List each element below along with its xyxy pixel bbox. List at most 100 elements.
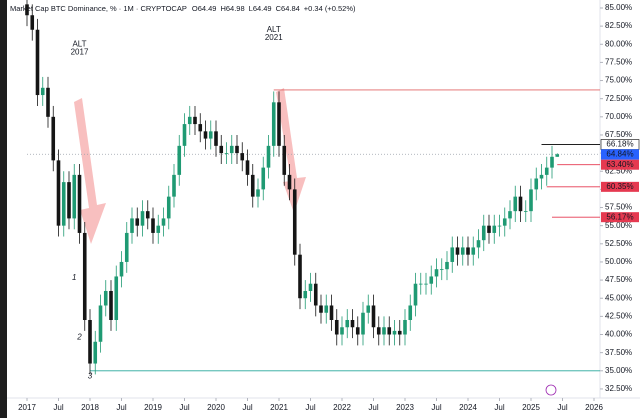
candle-body [492,225,497,233]
candle-body [182,124,187,146]
x-tick-label: 2025 [522,403,540,412]
x-tick-label: Jul [53,403,63,412]
candle-body [151,218,155,233]
candle-body [114,276,119,320]
candle-body [502,218,507,226]
candle-body [497,225,502,227]
x-tick-label: Jul [431,403,441,412]
price-label-box [601,149,639,160]
candle-body [350,319,355,328]
y-tick-label: 37.50% [605,348,632,357]
candle-body [161,218,166,226]
x-tick-label: 2018 [81,403,99,412]
candle-body [471,247,476,255]
price-label: 63.40% [606,160,633,169]
x-tick-label: 2020 [207,403,225,412]
candle-body [303,290,308,299]
candle-body [429,276,434,284]
candle-body [214,131,218,146]
y-tick-label: 52.50% [605,239,632,248]
annotation: ALT 2017 [71,39,89,56]
candle-body [544,167,549,175]
candle-body [508,211,512,219]
y-tick-label: 85.00% [605,3,632,12]
x-tick-label: 2021 [270,403,288,412]
y-tick-label: 70.00% [605,112,632,121]
x-tick-label: 2026 [585,403,603,412]
candle-body [376,327,381,335]
candle-body [77,174,82,233]
frame-left [0,0,7,418]
candle-body [235,145,239,154]
y-tick-label: 75.00% [605,76,632,85]
y-tick-label: 67.50% [605,130,632,139]
y-tick-label: 80.00% [605,39,632,48]
price-label-box [601,181,639,192]
legend-value: +0.34 (+0.52%) [304,4,356,13]
candle-body [240,153,245,161]
price-label: 64.84% [606,149,633,158]
y-tick-label: 35.00% [605,366,632,375]
candle-body [250,174,255,197]
y-tick-label: 82.50% [605,21,632,30]
candle-body [98,305,103,342]
candle-body [140,211,145,226]
x-tick-label: Jul [368,403,378,412]
candle-body [476,240,481,248]
candle-body [308,283,313,291]
candle-body [56,160,61,226]
candle-body [361,312,365,335]
candle-body [355,327,360,335]
candle-body [298,254,302,299]
y-tick-label: 45.00% [605,293,632,302]
candle-body [313,283,318,306]
x-tick-label: Jul [557,403,567,412]
x-tick-label: 2022 [333,403,351,412]
legend-value: L64.49 [249,4,272,13]
arrows [74,88,306,244]
annotation: 1 [72,273,76,282]
x-tick-label: Jul [242,403,252,412]
alert-icon[interactable] [545,384,557,396]
candle-body [224,153,229,154]
candle-body [256,189,260,197]
candle-body [40,87,45,96]
y-tick-label: 40.00% [605,330,632,339]
candle-body [518,196,523,212]
price-label: 66.18% [606,140,633,149]
candle-body [413,283,418,306]
candle-body [555,154,560,157]
candle-body [523,211,528,212]
candle-body [67,182,71,219]
candle-body [403,319,407,335]
candle-body [529,189,533,212]
candle-body [193,116,197,125]
legend-value: H64.98 [220,4,244,13]
candle-body [513,196,518,212]
y-tick-label: 55.00% [605,221,632,230]
x-tick-label: 2017 [18,403,36,412]
candle-body [145,211,150,219]
candle-body [324,305,329,313]
x-tick-label: Jul [179,403,189,412]
candle-body [130,218,134,233]
price-label-box [601,212,639,223]
candle-body [261,167,266,190]
candle-body [292,189,297,255]
arrow-2021 [276,88,306,213]
y-tick-label: 72.50% [605,94,632,103]
x-tick-label: 2023 [396,403,414,412]
candle-body [371,305,376,328]
candle-body [277,102,281,146]
candle-body [271,102,276,146]
candle-body [408,305,413,320]
annotation: 3 [88,372,93,381]
candle-body [266,145,271,168]
candle-body [424,283,428,285]
y-tick-label: 47.50% [605,275,632,284]
annotation-line: 2021 [265,33,283,42]
candle-body [124,232,129,262]
x-tick-label: Jul [116,403,126,412]
candle-body [156,225,161,233]
